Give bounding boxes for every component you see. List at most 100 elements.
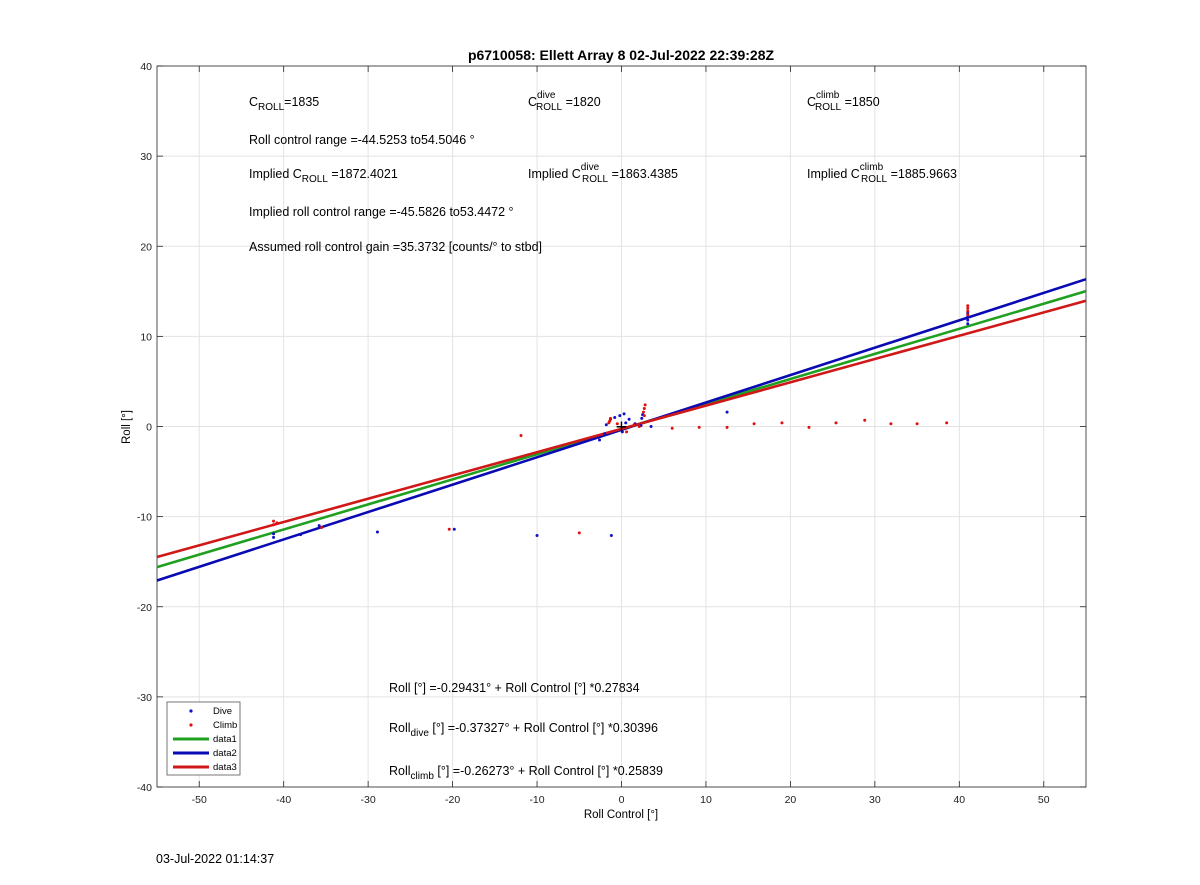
point-dive: [604, 423, 608, 427]
annotation-implied-c-roll-dive: Implied Cdive ROLL =1863.4385: [528, 162, 678, 185]
point-climb: [641, 410, 645, 414]
x-tick-label: -50: [192, 794, 207, 806]
point-climb: [577, 531, 581, 535]
annotation-c-roll-climb: Cclimb ROLL =1850: [807, 90, 880, 113]
point-climb: [834, 421, 838, 425]
point-climb: [697, 425, 701, 429]
y-tick-label: -40: [137, 782, 152, 794]
point-dive: [317, 524, 321, 528]
point-dive: [613, 415, 617, 419]
point-dive: [452, 527, 456, 531]
footer-timestamp: 03-Jul-2022 01:14:37: [156, 852, 275, 866]
legend-climb-label: Climb: [213, 720, 237, 731]
point-dive: [966, 322, 970, 326]
point-climb: [752, 422, 756, 426]
point-climb: [725, 425, 729, 429]
x-tick-label: -40: [276, 794, 291, 806]
point-dive: [272, 535, 276, 539]
x-tick-label: 10: [700, 794, 712, 806]
point-climb: [609, 416, 613, 420]
point-climb: [642, 414, 646, 418]
point-climb: [637, 425, 641, 428]
point-dive: [624, 421, 628, 425]
x-tick-label: -30: [361, 794, 376, 806]
point-dive: [622, 412, 626, 416]
point-dive: [649, 425, 653, 428]
point-climb: [519, 434, 523, 438]
annotation-implied-range: Implied roll control range =-45.5826 to5…: [249, 205, 514, 219]
point-dive: [375, 530, 379, 534]
point-climb: [615, 422, 619, 426]
x-tick-label: -10: [529, 794, 544, 806]
point-dive: [620, 430, 624, 434]
point-climb: [780, 421, 784, 425]
point-climb: [670, 426, 674, 430]
point-climb: [915, 422, 919, 426]
legend-dive-label: Dive: [213, 706, 232, 717]
point-climb: [272, 519, 276, 523]
x-axis-label: Roll Control [°]: [584, 809, 658, 821]
annotation-implied-c-roll-climb: Implied Cclimb ROLL =1885.9663: [807, 162, 957, 185]
point-dive: [272, 532, 276, 536]
x-tick-label: 50: [1038, 794, 1050, 806]
point-dive: [609, 534, 613, 538]
legend-climb-marker: [189, 723, 193, 727]
origin-marker: +: [616, 417, 628, 439]
fit-line-data3: [156, 299, 1087, 559]
y-tick-label: 10: [140, 331, 152, 343]
point-dive: [640, 416, 644, 420]
y-tick-label: 30: [140, 151, 152, 163]
y-tick-label: 0: [146, 422, 152, 434]
y-tick-label: 20: [140, 241, 152, 253]
annotation-fit-dive: Rolldive [°] =-0.37327° + Roll Control […: [389, 721, 658, 739]
point-climb: [642, 406, 646, 410]
point-dive: [299, 533, 303, 537]
legend-data1-label: data1: [213, 734, 237, 745]
point-dive: [598, 438, 602, 442]
point-dive: [725, 410, 729, 414]
legend-dive-marker: [189, 709, 193, 713]
annotation-fit-climb: Rollclimb [°] =-0.26273° + Roll Control …: [389, 764, 663, 782]
y-axis-label: Roll [°]: [121, 410, 133, 444]
point-climb: [966, 306, 970, 310]
point-climb: [625, 430, 629, 434]
point-climb: [863, 418, 867, 422]
point-climb: [807, 425, 811, 429]
point-climb: [966, 309, 970, 313]
legend-data2-label: data2: [213, 748, 237, 759]
point-dive: [627, 417, 631, 421]
annotation-implied-c-roll: Implied CROLL =1872.4021: [249, 167, 398, 185]
annotation-gain: Assumed roll control gain =35.3732 [coun…: [249, 240, 542, 254]
annotation-roll-range: Roll control range =-44.5253 to54.5046 °: [249, 133, 475, 147]
point-dive: [603, 432, 607, 436]
point-climb: [643, 403, 647, 407]
point-climb: [966, 313, 970, 317]
legend-data3-label: data3: [213, 762, 237, 773]
x-tick-label: 40: [953, 794, 965, 806]
point-climb: [945, 421, 949, 425]
x-tick-label: 30: [869, 794, 881, 806]
y-tick-label: -20: [137, 602, 152, 614]
point-climb: [632, 423, 636, 427]
y-tick-label: -30: [137, 692, 152, 704]
point-climb: [272, 523, 276, 527]
annotation-c-roll-dive: Cdive ROLL =1820: [528, 90, 601, 113]
chart-title: p6710058: Ellett Array 8 02-Jul-2022 22:…: [468, 47, 775, 63]
y-tick-label: -10: [137, 512, 152, 524]
point-dive: [618, 414, 622, 418]
point-climb: [889, 422, 893, 426]
x-tick-label: 0: [619, 794, 625, 806]
point-climb: [320, 525, 324, 529]
point-climb: [447, 527, 451, 531]
point-climb: [275, 521, 279, 525]
annotation-c-roll: CROLL=1835: [249, 95, 319, 113]
point-climb: [608, 419, 612, 423]
annotation-fit-all: Roll [°] =-0.29431° + Roll Control [°] *…: [389, 681, 640, 695]
legend: Dive Climb data1 data2 data3: [166, 701, 241, 776]
point-dive: [535, 534, 539, 538]
y-tick-label: 40: [140, 61, 152, 73]
x-tick-label: -20: [445, 794, 460, 806]
x-tick-label: 20: [785, 794, 797, 806]
point-dive: [966, 318, 970, 322]
